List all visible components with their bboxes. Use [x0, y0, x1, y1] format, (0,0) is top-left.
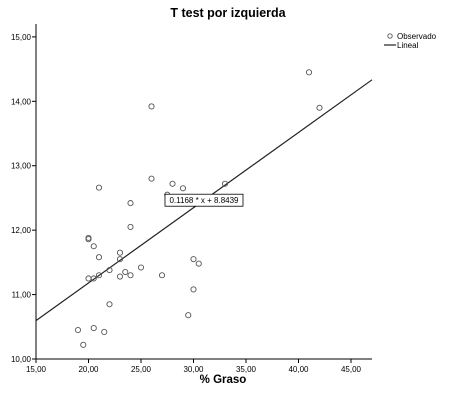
data-point [195, 260, 202, 267]
equation-box [164, 193, 244, 207]
data-point [148, 175, 155, 182]
data-point [106, 267, 113, 274]
data-point [122, 268, 129, 276]
data-point [95, 254, 103, 261]
data-point [116, 249, 124, 256]
chart-title: T test por izquierda [170, 6, 286, 20]
data-point [221, 180, 229, 187]
legend-label-lineal: Lineal [397, 41, 419, 50]
data-point [190, 286, 197, 293]
x-axis-label: % Graso [199, 374, 247, 386]
x-tick-label: 15,00 [26, 365, 47, 374]
y-tick-label: 10,00 [11, 355, 32, 364]
y-tick-label: 12,00 [11, 226, 32, 235]
data-point [80, 341, 87, 348]
data-point [137, 264, 145, 271]
data-point [127, 223, 134, 230]
x-tick-label: 35,00 [236, 365, 257, 374]
data-point [158, 272, 166, 279]
data-point [116, 256, 124, 263]
data-point [90, 275, 97, 282]
y-tick-label: 15,00 [11, 33, 32, 42]
data-point [90, 325, 97, 332]
data-point [127, 272, 134, 279]
data-point [106, 301, 113, 308]
y-tick-label: 11,00 [12, 291, 32, 300]
data-point [169, 180, 176, 187]
data-point [148, 103, 155, 110]
data-point [101, 328, 108, 335]
data-point [116, 273, 124, 280]
x-tick-label: 45,00 [341, 365, 362, 374]
data-point [127, 200, 134, 207]
data-point [190, 256, 197, 263]
legend-marker-observado [387, 33, 393, 39]
data-point [179, 185, 187, 192]
x-tick-label: 40,00 [288, 365, 309, 374]
y-tick-label: 14,00 [11, 97, 32, 106]
y-tick-label: 13,00 [11, 162, 32, 171]
data-point [85, 236, 92, 243]
x-tick-label: 20,00 [78, 365, 99, 374]
equation-label: 0.1168 * x + 8.8439 [169, 196, 239, 205]
data-point [90, 243, 97, 250]
data-point [74, 326, 82, 334]
data-point [95, 184, 103, 191]
data-point [185, 312, 192, 319]
x-tick-label: 25,00 [131, 365, 152, 374]
legend-label-observado: Observado [397, 32, 437, 41]
data-point [85, 275, 92, 282]
x-tick-label: 30,00 [183, 365, 204, 374]
data-point [305, 69, 313, 76]
data-point [316, 104, 323, 111]
data-point [95, 272, 103, 279]
